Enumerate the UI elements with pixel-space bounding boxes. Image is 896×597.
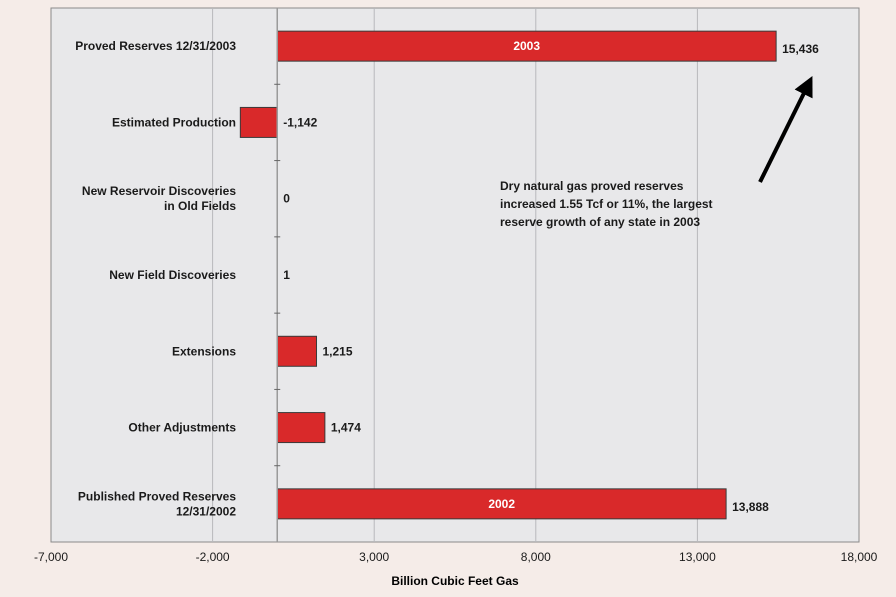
value-label: 1,474	[331, 421, 361, 435]
category-label-line: in Old Fields	[164, 199, 236, 213]
category-label: Extensions	[172, 344, 236, 358]
x-tick-label: 8,000	[521, 550, 551, 564]
bar	[276, 30, 777, 62]
annotation-line: reserve growth of any state in 2003	[500, 215, 700, 229]
annotation-arrow	[758, 76, 813, 183]
bar-inner-label: 2003	[513, 39, 540, 53]
bars: 2003 2002	[239, 30, 777, 520]
bar	[276, 412, 326, 444]
bar-inner-label: 2002	[488, 497, 515, 511]
category-label: Other Adjustments	[128, 421, 236, 435]
x-tick-labels: -7,000 -2,000 3,000 8,000 13,000 18,000	[34, 550, 878, 564]
category-label: Estimated Production	[112, 115, 236, 129]
category-label-line: Estimated Production	[112, 115, 236, 129]
category-label-line: 12/31/2002	[176, 504, 236, 518]
value-labels: 15,436 -1,142 0 1 1,215 1,474 13,888	[283, 42, 819, 514]
category-labels: Proved Reserves 12/31/2003 Estimated Prod…	[75, 39, 236, 518]
bar	[239, 106, 278, 138]
category-label-line: New Reservoir Discoveries	[82, 184, 236, 198]
value-label: 1,215	[323, 344, 353, 358]
x-axis-title: Billion Cubic Feet Gas	[391, 574, 519, 588]
value-label: 0	[283, 192, 290, 206]
category-label-line: New Field Discoveries	[109, 268, 236, 282]
x-tick-label: 3,000	[359, 550, 389, 564]
x-tick-label: -2,000	[196, 550, 230, 564]
x-tick-label: -7,000	[34, 550, 68, 564]
category-label-line: Extensions	[172, 344, 236, 358]
bar	[276, 335, 318, 367]
annotation-line: Dry natural gas proved reserves	[500, 179, 684, 193]
category-label: New Field Discoveries	[109, 268, 236, 282]
value-label: 13,888	[732, 500, 769, 514]
category-label-line: Published Proved Reserves	[78, 489, 236, 503]
value-label: 15,436	[782, 42, 819, 56]
x-tick-label: 13,000	[679, 550, 716, 564]
annotation-line: increased 1.55 Tcf or 11%, the largest	[500, 197, 713, 211]
grid-lines	[212, 8, 698, 542]
value-label: -1,142	[283, 115, 317, 129]
category-label: New Reservoir Discoveries in Old Fields	[82, 184, 236, 213]
value-label: 1	[283, 268, 290, 282]
annotation: Dry natural gas proved reserves increased…	[500, 179, 713, 229]
plot-area	[50, 7, 860, 543]
category-label: Published Proved Reserves 12/31/2002	[78, 489, 236, 518]
x-tick-label: 18,000	[841, 550, 878, 564]
category-label: Proved Reserves 12/31/2003	[75, 39, 236, 53]
annotation-text: Dry natural gas proved reserves increased…	[500, 179, 713, 229]
axis-ticks	[274, 83, 281, 467]
category-label-line: Proved Reserves 12/31/2003	[75, 39, 236, 53]
category-label-line: Other Adjustments	[128, 421, 236, 435]
